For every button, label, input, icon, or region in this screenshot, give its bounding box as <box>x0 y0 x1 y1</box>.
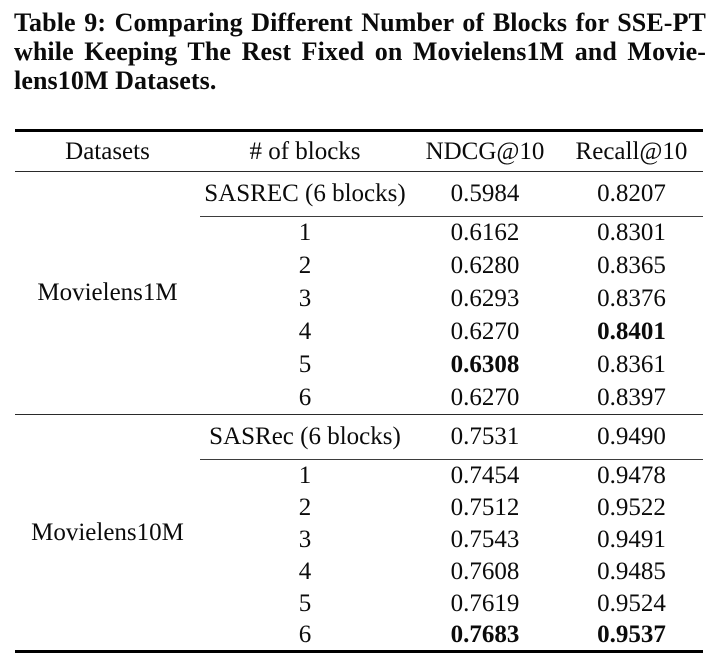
blocks-cell: 2 <box>298 252 312 279</box>
ndcg-cell: 0.7619 <box>450 589 520 617</box>
table-row: 1 0.6162 0.8301 <box>15 217 703 250</box>
blocks-cell: 5 <box>298 589 312 617</box>
recall-cell: 0.9522 <box>597 493 666 521</box>
blocks-cell: 4 <box>298 318 312 345</box>
baseline-ndcg-cell: 0.5984 <box>410 171 560 217</box>
table-row: 5 0.7619 0.9524 <box>15 588 703 620</box>
ndcg-cell: 0.7512 <box>450 493 520 521</box>
dataset-label: Movielens10M <box>31 518 184 546</box>
ndcg-cell: 0.6280 <box>450 252 520 279</box>
section-movielens1m: Movielens1M SASREC (6 blocks) 0.5984 0.8… <box>15 171 703 415</box>
table-row: 5 0.6308 0.8361 <box>15 349 703 382</box>
recall-cell-best: 0.9537 <box>597 620 666 648</box>
table-row: 4 0.7608 0.9485 <box>15 556 703 588</box>
caption-line-3: lens10M Datasets. <box>14 66 217 95</box>
baseline-recall-cell: 0.8207 <box>560 171 703 217</box>
table-row: 2 0.6280 0.8365 <box>15 250 703 283</box>
recall-cell: 0.9524 <box>597 589 666 617</box>
blocks-cell: 6 <box>298 620 312 648</box>
ndcg-cell-best: 0.7683 <box>450 620 520 648</box>
dataset-label: Movielens1M <box>15 171 200 415</box>
table-row: 6 0.6270 0.8397 <box>15 381 703 415</box>
recall-cell: 0.8376 <box>597 285 666 312</box>
ndcg-cell: 0.6270 <box>410 381 560 415</box>
results-table: Datasets # of blocks NDCG@10 Recall@10 M… <box>15 129 703 653</box>
table-row: 6 0.7683 0.9537 <box>15 620 703 652</box>
ndcg-cell: 0.6293 <box>450 285 520 312</box>
recall-cell: 0.9485 <box>597 557 666 585</box>
header-ndcg: NDCG@10 <box>410 130 560 172</box>
blocks-cell: 5 <box>298 351 312 378</box>
table-row: 4 0.6270 0.8401 <box>15 316 703 349</box>
table-row: 3 0.7543 0.9491 <box>15 524 703 556</box>
table-row: 2 0.7512 0.9522 <box>15 492 703 524</box>
ndcg-cell: 0.7454 <box>450 461 520 489</box>
recall-cell: 0.8301 <box>597 219 666 247</box>
baseline-recall-cell: 0.9490 <box>560 414 703 460</box>
ndcg-cell: 0.7608 <box>450 557 520 585</box>
blocks-cell: 3 <box>298 285 312 312</box>
blocks-cell: 6 <box>200 381 410 415</box>
blocks-cell: 2 <box>298 493 312 521</box>
caption-line-1: Table 9: Comparing Different Number of B… <box>14 8 706 37</box>
recall-cell: 0.9491 <box>597 525 666 553</box>
recall-cell: 0.8361 <box>597 351 666 378</box>
ndcg-cell: 0.7543 <box>450 525 520 553</box>
table-header-row: Datasets # of blocks NDCG@10 Recall@10 <box>15 130 703 172</box>
blocks-cell: 3 <box>298 525 312 553</box>
baseline-label-cell: SASREC (6 blocks) <box>200 171 410 217</box>
recall-cell: 0.9478 <box>597 461 666 489</box>
header-blocks: # of blocks <box>200 130 410 172</box>
header-datasets: Datasets <box>15 130 200 172</box>
recall-cell: 0.8397 <box>560 381 703 415</box>
ndcg-cell: 0.6162 <box>450 219 520 247</box>
recall-cell-best: 0.8401 <box>597 318 666 345</box>
recall-cell: 0.8365 <box>597 252 666 279</box>
baseline-ndcg-cell: 0.7531 <box>410 414 560 460</box>
baseline-label-cell: SASRec (6 blocks) <box>200 414 410 460</box>
table-row: 3 0.6293 0.8376 <box>15 283 703 316</box>
ndcg-cell-best: 0.6308 <box>450 351 520 378</box>
baseline-row: Movielens10M SASRec (6 blocks) 0.7531 0.… <box>15 414 703 546</box>
blocks-cell: 1 <box>298 219 312 247</box>
table-row: 1 0.7454 0.9478 <box>15 460 703 492</box>
blocks-cell: 4 <box>298 557 312 585</box>
caption-line-2: while Keeping The Rest Fixed on Movielen… <box>14 37 706 66</box>
table-caption: Table 9: Comparing Different Number of B… <box>0 0 720 95</box>
header-recall: Recall@10 <box>560 130 703 172</box>
blocks-cell: 1 <box>298 461 312 489</box>
baseline-row: Movielens1M SASREC (6 blocks) 0.5984 0.8… <box>15 171 703 415</box>
ndcg-cell: 0.6270 <box>450 318 520 345</box>
section-movielens10m: Movielens10M SASRec (6 blocks) 0.7531 0.… <box>15 414 703 652</box>
